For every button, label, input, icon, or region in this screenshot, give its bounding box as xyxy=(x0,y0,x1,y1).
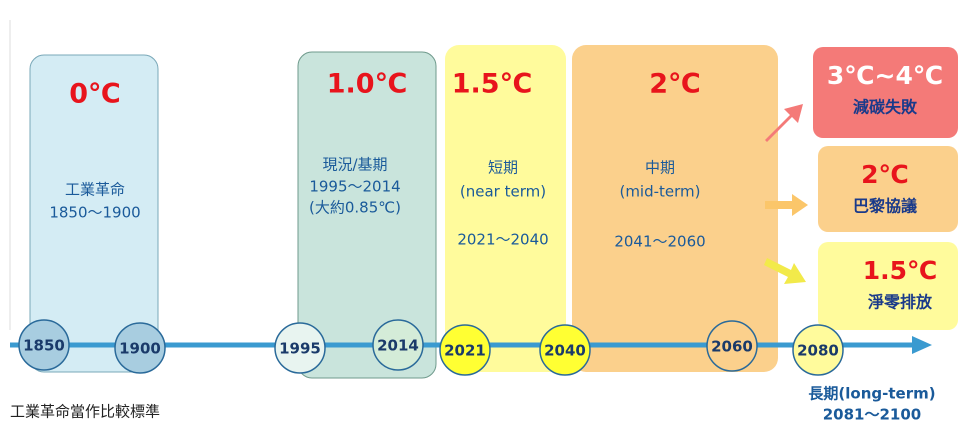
period-temperature: 2℃ xyxy=(649,69,700,100)
period-text: 2041～2060 xyxy=(614,233,705,251)
period-text: 1850～1900 xyxy=(49,204,140,222)
arrow-up xyxy=(765,104,803,142)
year-label: 2040 xyxy=(544,342,586,360)
year-label: 2080 xyxy=(797,342,839,360)
outcome-box xyxy=(818,146,958,232)
year-label: 1900 xyxy=(119,340,161,358)
year-circle xyxy=(18,319,70,371)
outcome-label: 減碳失敗 xyxy=(853,98,918,117)
outcome-temperature: 3℃~4℃ xyxy=(827,61,943,90)
baseline-note: 工業革命當作比較標準 xyxy=(10,403,160,421)
period-box xyxy=(297,51,437,379)
year-circle xyxy=(439,324,491,376)
period-text: 現況/基期 xyxy=(322,156,387,174)
year-circle xyxy=(114,322,166,374)
period-text: (mid-term) xyxy=(619,183,700,201)
period-text: 短期 xyxy=(488,159,518,177)
year-label: 1850 xyxy=(23,337,65,355)
timeline-arrow xyxy=(912,336,932,354)
year-circle xyxy=(372,319,424,371)
arrow-down xyxy=(764,258,806,284)
period-box xyxy=(445,45,566,372)
long-term-label: 長期(long-term) xyxy=(808,385,935,403)
period-text: (near term) xyxy=(460,183,546,201)
year-circle xyxy=(706,320,758,372)
long-term-range: 2081～2100 xyxy=(823,406,922,424)
year-circle xyxy=(274,322,326,374)
period-text: 中期 xyxy=(645,159,675,177)
period-temperature: 0℃ xyxy=(69,79,120,110)
outcome-label: 巴黎協議 xyxy=(853,197,917,216)
period-text: 1995～2014 xyxy=(309,178,400,196)
year-circle xyxy=(792,324,844,376)
outcome-temperature: 1.5℃ xyxy=(863,256,938,285)
period-temperature: 1.0℃ xyxy=(327,69,408,100)
year-label: 1995 xyxy=(279,340,321,358)
outcome-temperature: 2℃ xyxy=(861,160,909,189)
period-temperature: 1.5℃ xyxy=(452,69,533,100)
year-label: 2014 xyxy=(377,337,419,355)
outcome-box xyxy=(818,242,958,330)
period-text: 工業革命 xyxy=(65,181,125,199)
period-box xyxy=(29,54,159,373)
period-text: 2021～2040 xyxy=(457,231,548,249)
arrow-right xyxy=(765,194,808,216)
year-label: 2021 xyxy=(444,342,486,360)
outcome-label: 淨零排放 xyxy=(868,293,933,312)
period-box xyxy=(572,45,778,372)
outcome-box xyxy=(813,47,958,138)
year-circle xyxy=(539,324,591,376)
period-text: (大約0.85℃) xyxy=(309,199,401,217)
year-label: 2060 xyxy=(711,338,753,356)
